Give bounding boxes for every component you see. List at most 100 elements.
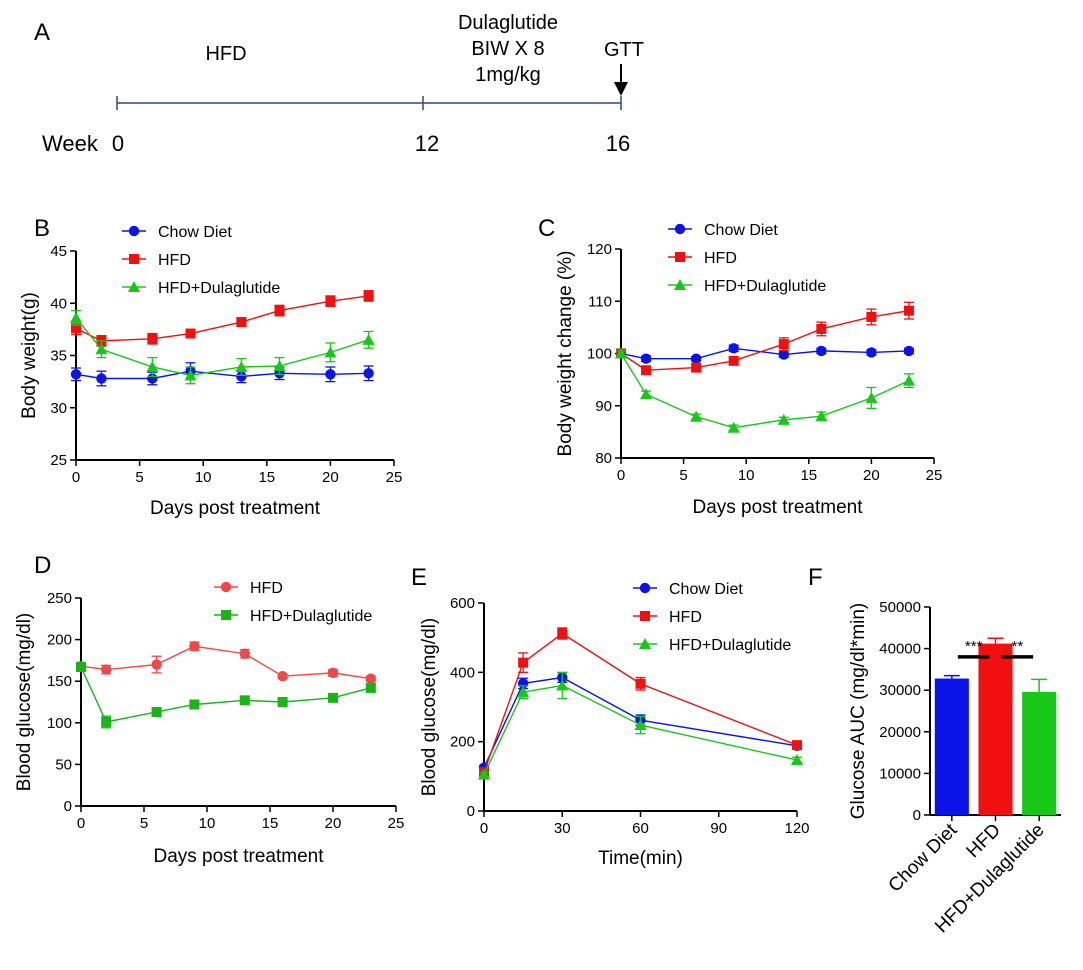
x-axis-title: Days post treatment [153,846,324,867]
data-point [728,343,739,354]
category-label: Chow Diet [885,819,962,896]
data-point [902,374,915,386]
week-label: Week [42,131,99,156]
panel-letter: F [808,564,823,591]
week-16-label: 16 [606,131,630,156]
data-point [792,740,802,751]
data-point [70,369,82,380]
y-tick-label: 50 [55,756,72,773]
x-tick-label: 25 [926,467,943,484]
chart-panels: B 0 5 10 15 20 25 25 30 35 40 45 Body weight(g) Days … [14,215,1061,937]
y-tick-label: 110 [588,293,612,310]
series-chow-diet [70,362,374,387]
x-tick-label: 10 [738,467,755,484]
legend-label: Chow Diet [704,222,778,239]
series-chow-diet [615,343,915,364]
data-point [101,664,112,675]
data-point [727,421,740,433]
data-point [777,413,790,425]
data-point [791,754,803,766]
data-point [277,697,288,707]
y-tick-label: 45 [50,243,67,260]
data-point [365,673,376,684]
data-point [634,719,647,731]
series-hfd-dulaglutide [615,347,915,433]
data-point [903,305,914,316]
y-tick-label: 400 [450,664,475,681]
data-point [865,391,878,403]
x-tick-label: 15 [258,469,275,486]
x-axis-title: Days post treatment [150,498,321,519]
x-tick-label: 15 [800,467,817,484]
x-tick-label: 20 [863,467,880,484]
series-hfd [75,641,376,684]
panel-b-chart: B 0 5 10 15 20 25 25 30 35 40 45 Body weight(g) Days … [19,215,402,519]
data-point [328,692,338,703]
x-tick-label: 120 [784,820,809,837]
series-line [75,295,369,342]
data-point [325,369,336,380]
data-point [640,353,652,364]
series-hfd-dulaglutide [478,671,803,780]
y-axis-title: Glucose AUC (mg/dl*min) [848,603,869,819]
series-line [80,645,371,680]
series-hfd [71,290,374,347]
data-point [70,311,82,323]
series-line [483,632,798,773]
data-point [239,695,250,706]
legend-marker [221,610,231,620]
legend-marker [640,611,650,621]
legend-marker [220,581,232,593]
data-point [478,768,490,780]
data-point [273,359,286,371]
y-axis-title: Blood glucose(mg/dl) [419,618,440,796]
y-tick-label: 90 [595,398,612,415]
data-point [185,328,196,339]
legend-marker [639,638,651,649]
y-tick-label: 80 [595,450,612,467]
x-tick-label: 30 [554,820,571,837]
data-point [146,360,159,372]
y-tick-label: 200 [450,734,475,751]
data-point [778,349,789,360]
legend-label: HFD [250,580,283,597]
series-hfd [616,301,914,376]
y-axis-title: Body weight change (%) [555,251,576,457]
x-tick-label: 10 [199,815,216,832]
panel-letter: B [34,215,50,242]
legend-marker [128,281,140,292]
y-tick-label: 100 [47,715,72,732]
data-point [778,339,789,350]
x-tick-label: 0 [72,469,80,486]
data-point [325,296,336,307]
data-point [95,343,108,355]
data-point [635,678,646,689]
x-tick-label: 5 [679,467,687,484]
series-line [620,353,910,429]
y-tick-label: 35 [50,348,67,365]
legend-label: HFD [704,250,737,267]
x-tick-label: 20 [322,469,339,486]
y-axis-title: Body weight(g) [19,292,40,419]
data-point [691,362,702,373]
x-tick-label: 25 [388,815,405,832]
week-0-label: 0 [112,131,124,156]
y-tick-label: 600 [450,595,475,612]
bar [934,678,969,815]
bar [1022,691,1057,815]
y-tick-label: 200 [47,632,72,649]
x-axis-title: Time(min) [598,848,683,869]
y-tick-label: 25 [50,452,67,469]
treatment-line-1: Dulaglutide [458,12,558,34]
panel-f-chart: F 0 10000 20000 30000 40000 50000 Glucose AUC (… [808,564,1061,937]
data-point [277,671,288,682]
data-point [557,628,568,639]
panel-letter: E [411,564,427,591]
data-point [236,317,247,328]
data-point [236,371,247,382]
week-12-label: 12 [415,131,439,156]
legend-label: HFD+Dulaglutide [250,608,372,625]
data-point [324,346,337,358]
data-point [147,333,158,344]
